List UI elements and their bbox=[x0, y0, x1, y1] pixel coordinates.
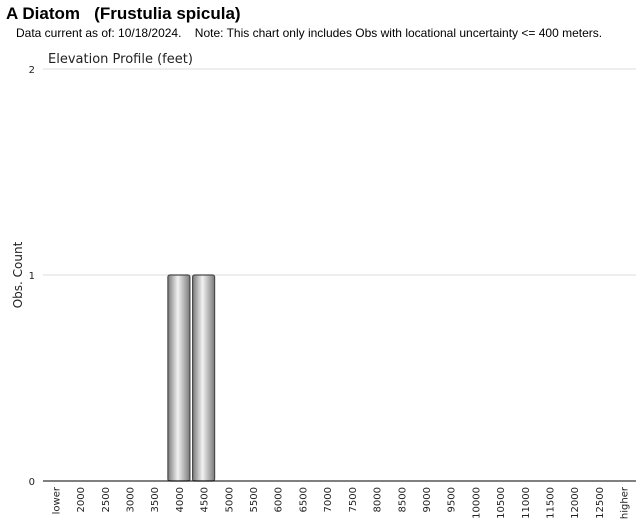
x-tick-label: 10500 bbox=[496, 487, 507, 519]
x-tick-label: 5500 bbox=[249, 487, 260, 512]
x-tick-label: 6000 bbox=[274, 487, 285, 512]
x-tick-label: 11000 bbox=[521, 487, 532, 519]
page-title: A Diatom (Frustulia spicula) bbox=[6, 4, 241, 23]
bars bbox=[167, 274, 216, 482]
x-tick-label: 2000 bbox=[76, 487, 87, 512]
x-tick-label: 8500 bbox=[397, 487, 408, 512]
y-tick-label: 1 bbox=[29, 271, 35, 282]
x-tick-label: 7500 bbox=[348, 487, 359, 512]
x-tick-label: 10000 bbox=[471, 487, 482, 519]
x-tick-label: 12500 bbox=[595, 487, 606, 519]
x-tick-label: 6500 bbox=[298, 487, 309, 512]
x-tick-label: 9500 bbox=[447, 487, 458, 512]
x-tick-label: lower bbox=[51, 486, 62, 514]
x-tick-label: 11500 bbox=[546, 487, 557, 519]
chart-title: Elevation Profile (feet) bbox=[48, 52, 193, 67]
x-tick-label: 9000 bbox=[422, 487, 433, 512]
x-ticks: lower 2000 2500 3000 3500 4000 4500 5000 5500 600… bbox=[51, 486, 630, 519]
grid-lines bbox=[43, 68, 636, 276]
x-tick-label: 7000 bbox=[323, 487, 334, 512]
x-tick-label: 4500 bbox=[200, 487, 211, 512]
x-tick-label: 2500 bbox=[101, 487, 112, 512]
y-ticks: 0 1 2 bbox=[29, 65, 35, 488]
x-tick-label: 5000 bbox=[224, 487, 235, 512]
y-axis-label: Obs. Count bbox=[11, 241, 25, 308]
bar-4000 bbox=[167, 274, 191, 482]
x-tick-label: 12000 bbox=[570, 487, 581, 519]
x-tick-label: 3500 bbox=[150, 487, 161, 512]
data-note: Data current as of: 10/18/2024. Note: Th… bbox=[16, 26, 603, 40]
x-tick-label: 4000 bbox=[175, 487, 186, 512]
bar-4500 bbox=[192, 274, 216, 482]
y-tick-label: 2 bbox=[29, 65, 35, 76]
x-tick-label: 3000 bbox=[125, 487, 136, 512]
y-tick-label: 0 bbox=[29, 477, 35, 488]
x-tick-label: 8000 bbox=[373, 487, 384, 512]
x-tick-label: higher bbox=[620, 486, 631, 519]
